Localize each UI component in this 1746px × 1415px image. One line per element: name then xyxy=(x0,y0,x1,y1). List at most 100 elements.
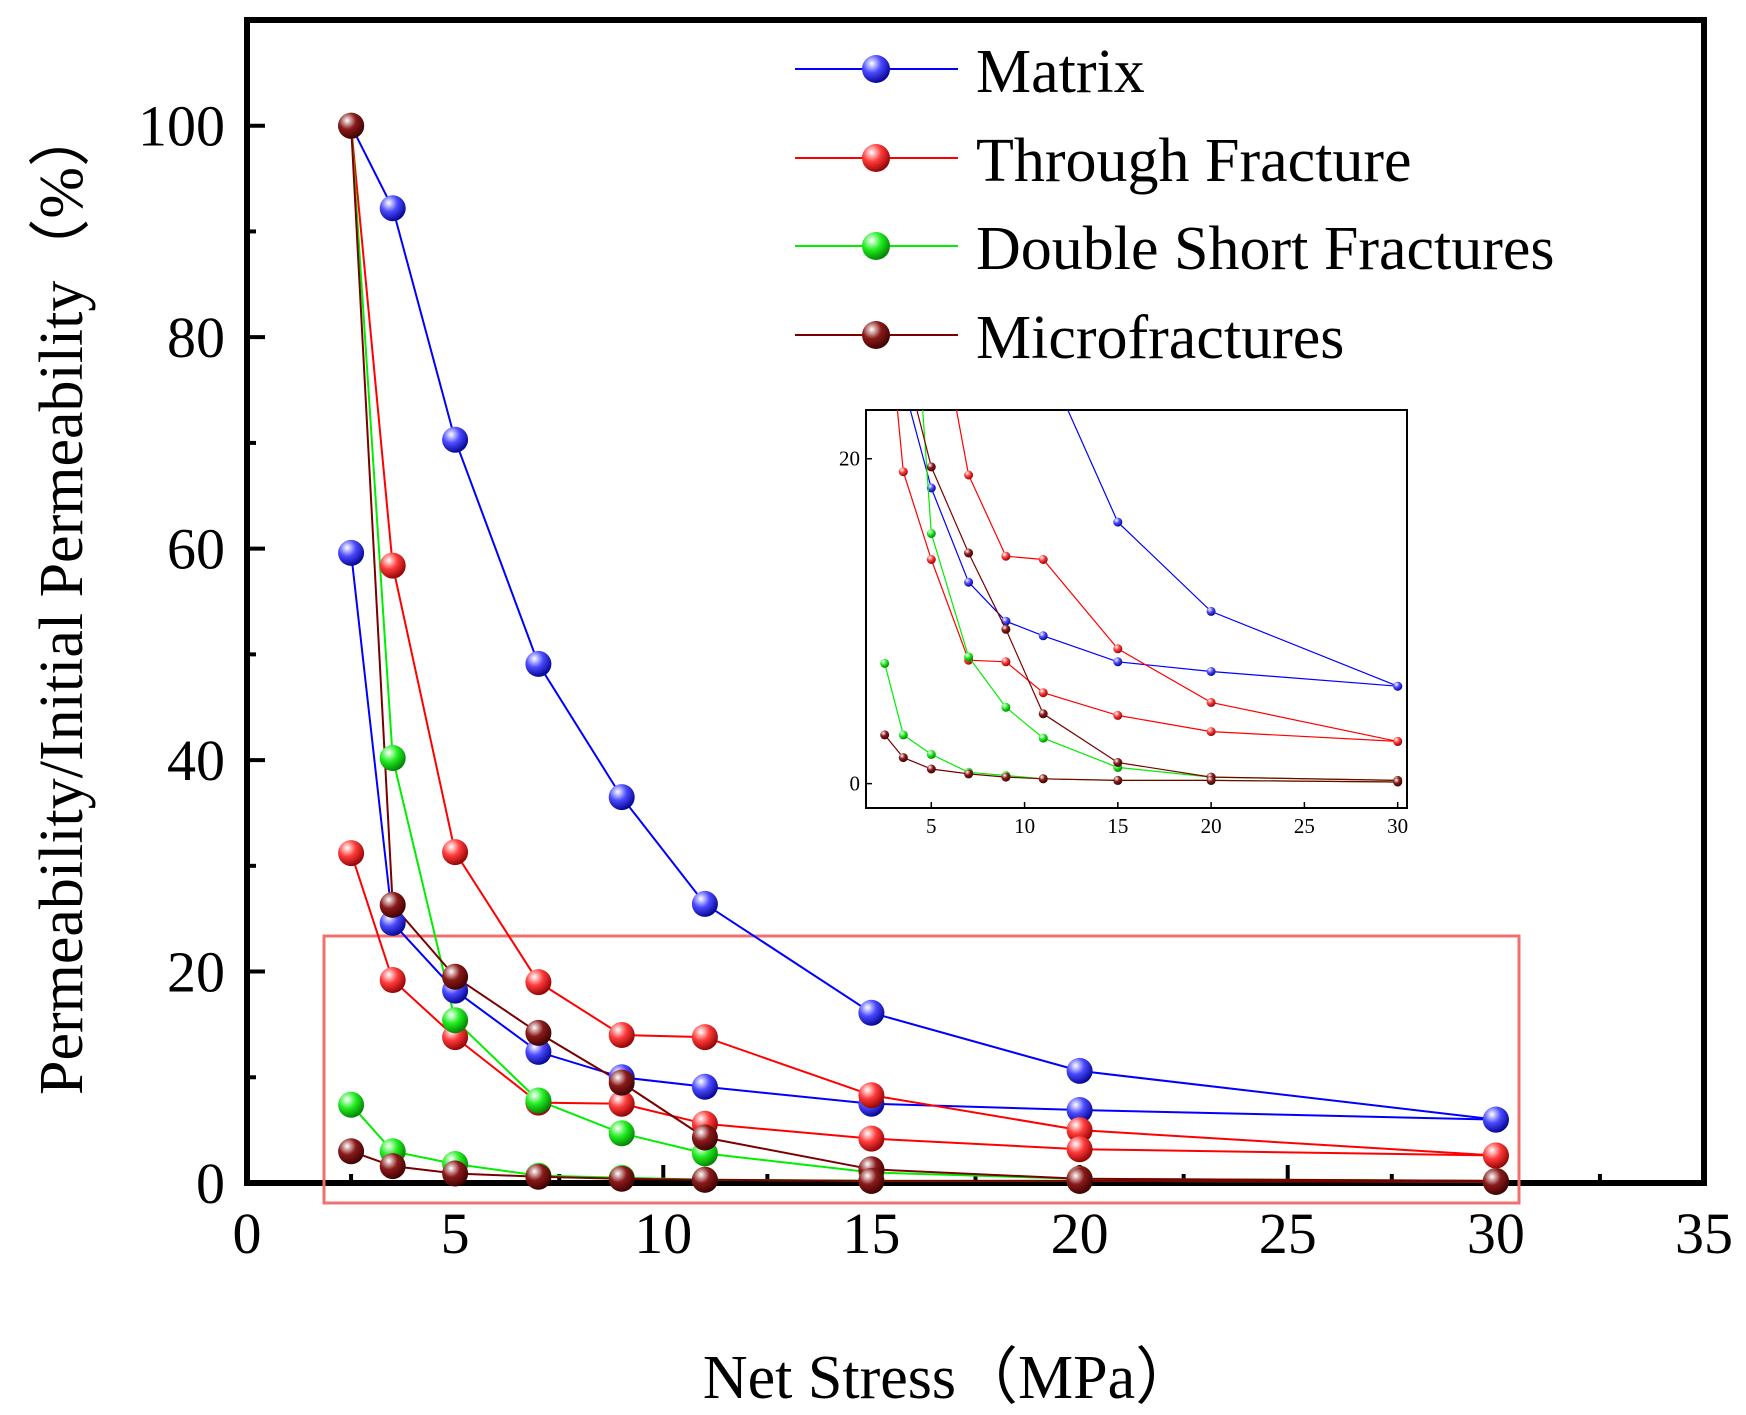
inset-x-tick-label: 5 xyxy=(926,814,937,838)
y-tick-label: 20 xyxy=(167,940,225,1005)
inset-x-tick-label: 15 xyxy=(1107,814,1128,838)
matrix-point xyxy=(1482,1106,1509,1133)
through-fracture-point xyxy=(608,1022,635,1048)
microfractures-point xyxy=(1066,1167,1093,1194)
legend-entry-through-fracture: Through Fracture xyxy=(795,127,1412,195)
x-tick-label: 30 xyxy=(1467,1201,1525,1266)
matrix-point xyxy=(338,539,365,566)
inset-x-tick-label: 25 xyxy=(1294,814,1315,838)
x-tick-label: 20 xyxy=(1051,1201,1109,1266)
legend-marker-matrix xyxy=(862,55,890,83)
legend-label-double-short-fractures: Double Short Fractures xyxy=(976,215,1555,283)
inset-double-short-fractures-point xyxy=(898,730,908,740)
inset-matrix-point xyxy=(1001,616,1011,626)
y-axis-title: Permeability/Initial Permeability（%） xyxy=(28,105,96,1095)
inset-microfractures-point xyxy=(1113,775,1123,785)
microfractures-point xyxy=(691,1166,718,1193)
inset-series xyxy=(880,126,1403,787)
through-fracture-point xyxy=(608,1090,635,1117)
y-tick-label: 80 xyxy=(167,305,225,370)
double-short-fractures-point xyxy=(525,1087,552,1114)
y-tick-label: 40 xyxy=(167,728,225,793)
inset-double-short-fractures-point xyxy=(880,658,890,668)
through-fracture-point xyxy=(379,967,406,993)
microfractures-point xyxy=(338,1138,365,1165)
matrix-point xyxy=(1066,1097,1093,1123)
through-fracture-point xyxy=(1482,1142,1509,1169)
x-tick-label: 25 xyxy=(1259,1201,1317,1266)
inset-microfractures-point xyxy=(1001,624,1011,634)
double-short-fractures-point xyxy=(442,1007,469,1034)
microfractures-point xyxy=(379,1153,406,1180)
inset-microfractures-point xyxy=(899,352,908,361)
inset-through-fracture-point xyxy=(926,555,936,564)
inset-matrix-line-1 xyxy=(1067,410,1398,687)
legend: Matrix Through Fracture Double Short Fra… xyxy=(795,38,1555,372)
inset-y-tick-label: 0 xyxy=(850,772,861,796)
inset-double-short-fractures-point xyxy=(899,126,908,135)
microfractures-point xyxy=(379,891,406,918)
microfractures-point xyxy=(338,112,365,139)
inset-microfractures-point xyxy=(964,548,974,558)
inset-microfractures-line-1 xyxy=(916,410,1398,781)
inset-x-tick-label: 30 xyxy=(1387,814,1408,838)
microfractures-line-2 xyxy=(350,1150,1496,1183)
legend-entry-double-short-fractures: Double Short Fractures xyxy=(795,215,1555,283)
inset-matrix-point xyxy=(1038,631,1048,641)
microfractures-point xyxy=(525,1163,552,1190)
inset-matrix-point xyxy=(1113,657,1123,667)
inset-microfractures-point xyxy=(1038,774,1048,784)
inset-through-fracture-point xyxy=(1206,727,1216,737)
inset-matrix-point xyxy=(899,380,908,389)
inset-through-fracture-point xyxy=(1038,555,1048,564)
inset-y-tick-label: 20 xyxy=(839,447,860,471)
microfractures-point xyxy=(608,1069,635,1096)
inset-microfractures-point xyxy=(926,764,936,774)
legend-marker-microfractures xyxy=(862,321,890,349)
y-tick-label: 60 xyxy=(167,517,225,582)
through-fracture-line-2 xyxy=(350,852,1496,1157)
y-tick-label: 0 xyxy=(196,1151,225,1216)
inset-matrix-point xyxy=(1393,681,1403,691)
legend-marker-double-short-fractures xyxy=(862,232,890,260)
inset-frame xyxy=(865,409,1408,809)
inset-double-short-fractures-point xyxy=(1001,702,1011,712)
inset-double-short-fractures-line-1 xyxy=(922,410,1398,781)
inset-through-fracture-point xyxy=(1113,644,1123,654)
through-fracture-point xyxy=(691,1024,718,1051)
through-fracture-point xyxy=(858,1082,885,1109)
x-tick-label: 35 xyxy=(1675,1201,1733,1266)
double-short-fractures-point xyxy=(379,745,406,771)
inset-through-fracture-point xyxy=(1113,710,1123,720)
legend-label-through-fracture: Through Fracture xyxy=(976,127,1412,195)
highlight-region xyxy=(322,934,1521,1205)
inset-x-tick-label: 10 xyxy=(1014,814,1035,838)
inset-double-short-fractures-point xyxy=(1038,733,1048,743)
x-tick-label: 15 xyxy=(842,1201,900,1266)
matrix-point xyxy=(691,890,718,917)
inset-through-fracture-point xyxy=(1001,551,1011,561)
matrix-point xyxy=(525,650,552,677)
inset-matrix-point xyxy=(1206,606,1216,616)
inset-microfractures-point xyxy=(880,730,890,740)
matrix-point xyxy=(1066,1057,1093,1084)
inset-double-short-fractures-line-2 xyxy=(884,663,1398,783)
legend-marker-through-fracture xyxy=(862,144,890,172)
through-fracture-point xyxy=(338,840,365,867)
main-series xyxy=(338,112,1509,1195)
microfractures-point xyxy=(858,1167,885,1194)
inset-double-short-fractures-point xyxy=(964,652,974,662)
inset-x-tick-label: 20 xyxy=(1201,814,1222,838)
matrix-point xyxy=(691,1073,718,1100)
inset-through-fracture-point xyxy=(1038,688,1048,698)
microfractures-point xyxy=(442,963,469,990)
inset-matrix-point xyxy=(964,577,974,587)
inset-ticks: 5 10 15 20 25 30 0 20 xyxy=(839,447,1408,838)
microfractures-point xyxy=(442,1160,469,1187)
through-fracture-point xyxy=(442,839,469,866)
inset-through-fracture-point xyxy=(1206,697,1216,707)
legend-label-microfractures: Microfractures xyxy=(976,304,1344,372)
inset-microfractures-point xyxy=(1038,709,1048,719)
